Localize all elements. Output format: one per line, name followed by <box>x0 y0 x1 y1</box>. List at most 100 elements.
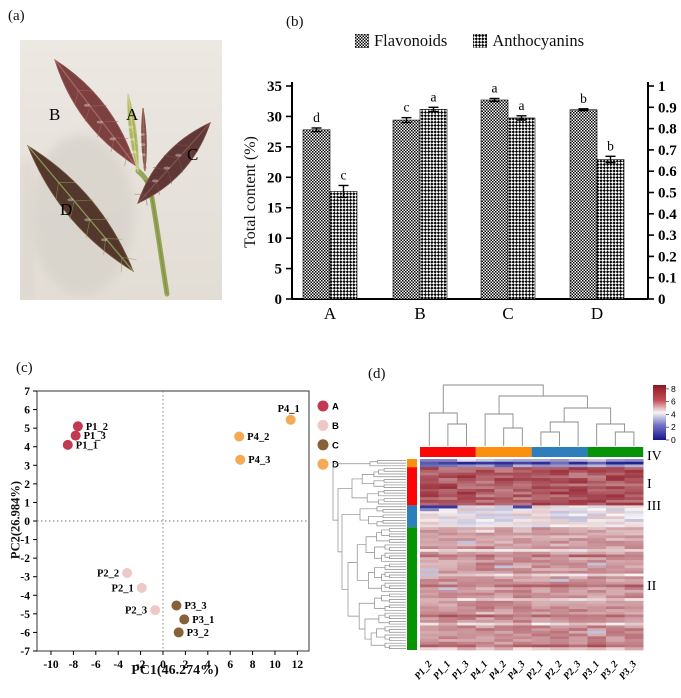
right-axis-tick: 0.6 <box>658 164 677 180</box>
significance-letter: a <box>431 89 437 104</box>
pca-y-tick: -1 <box>20 535 30 547</box>
pca-y-tick: 1 <box>24 497 30 509</box>
anthocyanins-pattern-swatch <box>473 34 488 48</box>
pca-point-P4_3: P4_3 <box>235 454 270 466</box>
right-axis-tick: 0.2 <box>658 249 677 265</box>
pca-legend-label-A: A <box>332 402 339 413</box>
pca-legend-dot-C <box>317 439 329 451</box>
left-axis-tick: 25 <box>267 140 282 156</box>
left-axis-tick: 20 <box>267 170 282 186</box>
bar-anthocyanins-D <box>596 159 625 300</box>
svg-text:P4_2: P4_2 <box>247 432 269 443</box>
legend-label-anthocyanins: Anthocyanins <box>492 31 584 50</box>
svg-text:P1_1: P1_1 <box>76 440 98 451</box>
error-bar-flavonoids-C <box>489 97 500 103</box>
heatmap-cells <box>420 459 644 651</box>
pca-point-P2_1: P2_1 <box>112 582 147 594</box>
row-cluster-label-IV: IV <box>647 449 662 464</box>
bar-anthocyanins-B <box>419 109 448 300</box>
significance-letter: c <box>404 100 410 115</box>
right-axis-tick: 0.4 <box>658 207 677 223</box>
pca-legend-dot-D <box>317 458 329 470</box>
leaf-A-bud <box>127 93 141 173</box>
photo-letter-B: B <box>49 105 60 124</box>
right-axis-tick: 0 <box>658 292 666 308</box>
pca-point-P3_1: P3_1 <box>179 614 214 626</box>
panel-b-bar-chart: 0 5 10 15 20 25 30 35 0 0.1 0.2 0.3 0.4 0.5 0.6 0.7 0.8 0… <box>267 79 677 323</box>
left-axis-tick: 30 <box>267 109 282 125</box>
column-label-P4_3: P4_3 <box>506 659 528 682</box>
pca-y-tick: 2 <box>24 479 30 491</box>
heatmap-colorbar: 8 6 4 2 0 <box>653 384 676 445</box>
pca-legend-label-D: D <box>332 460 339 471</box>
svg-text:P3_1: P3_1 <box>192 615 214 626</box>
column-label-P3_2: P3_2 <box>599 659 621 682</box>
bar-anthocyanins-C <box>507 117 536 300</box>
pca-x-tick: 10 <box>269 659 281 671</box>
pca-point-P2_3: P2_3 <box>125 605 161 617</box>
svg-text:P1_2: P1_2 <box>86 422 108 433</box>
panel-d-heatmap: P1_2P1_1P1_3P4_1P4_2P4_3P2_1P2_2P2_3P3_1… <box>332 384 676 682</box>
error-bar-flavonoids-D <box>578 108 589 112</box>
pca-y-tick: -7 <box>20 646 30 658</box>
pca-legend-dot-B <box>317 419 329 431</box>
significance-letter: b <box>607 138 614 153</box>
right-axis-tick: 0.5 <box>658 186 677 202</box>
significance-letter: b <box>580 91 587 106</box>
pca-point-P4_2: P4_2 <box>234 431 269 443</box>
legend-item-anthocyanins: Anthocyanins <box>473 31 584 51</box>
leaf-C <box>134 122 211 206</box>
pca-x-tick: 8 <box>250 659 256 671</box>
panel-c-label: (c) <box>16 360 33 376</box>
colorbar-tick: 2 <box>671 422 676 432</box>
left-axis-tick: 35 <box>267 79 282 95</box>
column-label-P4_1: P4_1 <box>468 659 490 682</box>
pca-x-tick: 4 <box>205 659 211 671</box>
pca-point-P4_1: P4_1 <box>278 404 300 425</box>
pca-legend-label-C: C <box>332 440 339 451</box>
row-cluster-label-II: II <box>647 579 657 594</box>
pca-point-P3_3: P3_3 <box>171 600 207 612</box>
significance-letter: a <box>519 98 525 113</box>
photo-letter-A: A <box>126 105 139 124</box>
column-label-P3_3: P3_3 <box>617 659 639 682</box>
bar-flavonoids-A <box>302 129 331 300</box>
panel-a-leaf-photo: B A C D <box>20 40 222 300</box>
right-axis-tick: 1 <box>658 79 666 95</box>
panel-d-label: (d) <box>368 366 386 382</box>
pca-legend-dot-A <box>317 400 329 412</box>
column-label-P1_1: P1_1 <box>431 659 453 682</box>
right-axis-tick: 0.7 <box>658 143 677 159</box>
column-label-P3_1: P3_1 <box>580 659 602 682</box>
pca-y-tick: -2 <box>20 553 30 565</box>
significance-letter: a <box>492 80 498 95</box>
pca-point-P2_2: P2_2 <box>97 567 133 579</box>
column-label-P4_2: P4_2 <box>487 659 509 682</box>
pca-x-tick: -10 <box>43 659 59 671</box>
error-bar-anthocyanins-C <box>516 115 527 121</box>
pca-point-P1_3: P1_3 <box>70 430 106 442</box>
bar-anthocyanins-A <box>329 191 358 300</box>
bar-flavonoids-D <box>569 109 598 300</box>
pca-x-tick: -8 <box>69 659 79 671</box>
left-dendrogram <box>332 460 406 649</box>
left-axis-tick: 0 <box>275 292 283 308</box>
pca-x-tick: -6 <box>91 659 101 671</box>
column-label-P2_1: P2_1 <box>524 659 546 682</box>
bar-flavonoids-B <box>392 119 421 300</box>
photo-letter-D: D <box>60 200 72 219</box>
panel-c-pca-plot: -10 -8 -6 -4 -2 0 2 4 6 8 10 12-7-6-5-4-3-2-1012345… <box>20 386 339 671</box>
pca-y-tick: 3 <box>24 460 30 472</box>
pca-x-tick: 6 <box>227 659 233 671</box>
right-axis-tick: 0.3 <box>658 228 677 244</box>
pca-y-tick: -6 <box>20 627 30 639</box>
pca-x-tick: 12 <box>292 659 304 671</box>
panel-c-x-axis-title: PC1(46.274%) <box>131 663 219 678</box>
panel-a-label: (a) <box>8 8 25 24</box>
significance-letter: d <box>313 110 320 125</box>
significance-letter: c <box>341 167 347 182</box>
column-label-P1_2: P1_2 <box>413 659 435 682</box>
pca-y-tick: 6 <box>24 405 30 417</box>
